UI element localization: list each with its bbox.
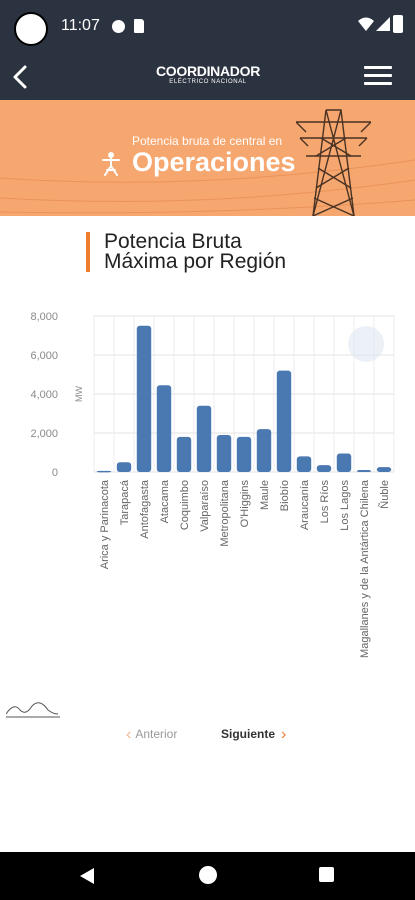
previous-label: Anterior <box>135 727 178 741</box>
chart-bar <box>176 436 192 472</box>
chart-bar <box>236 436 252 472</box>
chart-bar <box>296 456 312 472</box>
battery-icon <box>393 15 403 33</box>
tower-person-icon <box>102 152 120 176</box>
chevron-left-icon: ‹ <box>126 726 132 743</box>
nav-recents-icon[interactable] <box>319 867 334 882</box>
hamburger-menu-icon[interactable] <box>364 66 392 88</box>
mountains-logo-icon <box>6 702 60 718</box>
brand-tagline: ELÉCTRICO NACIONAL <box>169 79 247 85</box>
next-button[interactable]: Siguiente › <box>221 726 286 744</box>
back-arrow-icon[interactable] <box>6 61 38 93</box>
y-axis-label: MW <box>74 386 84 402</box>
app-notification-icon <box>112 20 125 33</box>
chart-bar <box>356 470 372 472</box>
y-tick-label: 6,000 <box>30 350 58 362</box>
y-tick-label: 4,000 <box>30 389 58 401</box>
chart-bar <box>196 405 212 472</box>
chart-bar <box>216 434 232 472</box>
brand-name: COORDINADOR <box>155 63 261 79</box>
brand-logo: COORDINADOR ELÉCTRICO NACIONAL <box>148 64 268 86</box>
power-tower-icon <box>296 109 371 216</box>
nav-back-icon[interactable] <box>79 867 95 885</box>
nav-home-icon[interactable] <box>199 866 217 884</box>
chart-bar <box>316 465 332 472</box>
sd-card-icon <box>134 19 144 33</box>
banner-title: Operaciones <box>132 147 296 177</box>
y-tick-label: 2,000 <box>30 428 58 440</box>
chart-bar <box>276 370 292 472</box>
x-tick-label: Coquimbo <box>179 480 191 530</box>
signal-icon <box>376 17 390 31</box>
next-label: Siguiente <box>221 727 276 741</box>
y-tick-label: 8,000 <box>30 311 58 323</box>
page-title: Potencia Bruta Máxima por Región <box>86 230 287 273</box>
x-tick-label: Metropolitana <box>219 479 231 547</box>
touch-ripple <box>348 326 384 362</box>
x-tick-label: O'Higgins <box>239 480 251 528</box>
x-tick-label: Atacama <box>159 479 171 523</box>
status-bar: 11:07 <box>0 0 415 54</box>
pagination: ‹ Anterior Siguiente › <box>0 723 415 745</box>
x-tick-label: Los Lagos <box>339 480 351 531</box>
y-tick-label: 0 <box>52 467 58 479</box>
avatar-icon <box>14 12 48 46</box>
chart-bar <box>256 429 272 472</box>
x-tick-label: Araucanía <box>299 479 311 530</box>
bar-chart: 0 2,000 4,000 6,000 8,000 MW Arica y Parinaco… <box>30 311 395 658</box>
chart-bar <box>96 470 112 473</box>
x-tick-label: Magallanes y de la Antártica Chilena <box>359 479 371 658</box>
chart-bar <box>136 325 152 472</box>
chart-bar <box>336 453 352 472</box>
chart-bar <box>156 385 172 472</box>
app-bar: COORDINADOR ELÉCTRICO NACIONAL <box>0 54 415 100</box>
banner-subtitle: Potencia bruta de central en <box>132 134 283 148</box>
chevron-right-icon: › <box>281 726 287 743</box>
x-tick-label: Los Ríos <box>319 480 331 524</box>
x-tick-label: Valparaíso <box>199 480 211 532</box>
chart-bar <box>116 462 132 472</box>
wifi-icon <box>358 17 374 31</box>
status-time: 11:07 <box>61 17 100 34</box>
chart-bar <box>376 467 392 472</box>
x-tick-label: Antofagasta <box>139 479 151 539</box>
x-tick-label: Maule <box>259 480 271 510</box>
page-title-line1: Potencia Bruta <box>104 230 242 253</box>
banner-lines-decoration <box>0 159 415 214</box>
header-banner: Potencia bruta de central en Operaciones <box>0 100 415 216</box>
previous-button[interactable]: ‹ Anterior <box>126 726 177 744</box>
page-title-line2: Máxima por Región <box>104 250 287 273</box>
x-tick-label: Arica y Parinacota <box>99 479 111 569</box>
x-tick-label: Tarapacá <box>119 479 131 525</box>
x-tick-label: Ñuble <box>378 480 391 509</box>
system-nav-bar <box>0 852 415 900</box>
x-tick-label: Biobío <box>279 480 291 511</box>
